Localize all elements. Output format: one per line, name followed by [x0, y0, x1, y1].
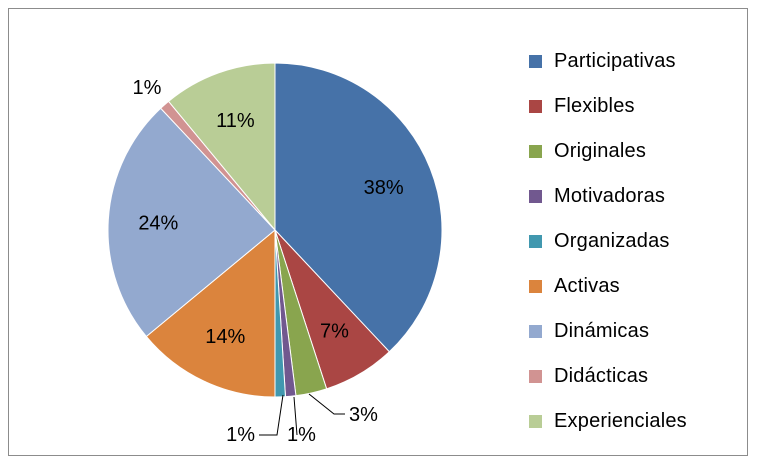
legend-item-originales: Originales: [529, 129, 687, 174]
legend-label: Motivadoras: [554, 185, 666, 207]
pie-slice-dinámicas: [107, 107, 276, 338]
leader-line-organizadas: [259, 394, 284, 436]
legend-item-motivadoras: Motivadoras: [529, 174, 687, 219]
legend-swatch: [529, 100, 542, 113]
leader-line-originales: [308, 393, 345, 415]
pie-slice-activas: [145, 228, 276, 398]
legend-item-dinámicas: Dinámicas: [529, 309, 687, 354]
data-label-dinámicas: 24%: [138, 213, 178, 235]
legend: Participativas Flexibles Originales Motivad…: [529, 39, 687, 444]
data-label-participativas: 38%: [364, 177, 404, 199]
legend-swatch: [529, 325, 542, 338]
legend-label: Didácticas: [554, 365, 649, 387]
legend-label: Participativas: [554, 50, 676, 72]
legend-item-activas: Activas: [529, 264, 687, 309]
legend-item-organizadas: Organizadas: [529, 219, 687, 264]
legend-swatch: [529, 235, 542, 248]
data-label-flexibles: 7%: [320, 321, 349, 343]
legend-swatch: [529, 280, 542, 293]
data-label-experienciales: 11%: [216, 110, 255, 132]
legend-item-didácticas: Didácticas: [529, 354, 687, 399]
data-label-didácticas: 1%: [133, 77, 162, 99]
legend-swatch: [529, 145, 542, 158]
pie-slice-experienciales: [167, 62, 276, 232]
data-label-motivadoras: 1%: [287, 424, 316, 446]
pie-slice-participativas: [274, 62, 443, 353]
legend-swatch: [529, 55, 542, 68]
chart-frame: 38% 7% 3% 1% 1% 14% 24% 1% 11% Participativas Fle…: [8, 8, 748, 456]
legend-item-experienciales: Experienciales: [529, 399, 687, 444]
legend-label: Experienciales: [554, 410, 687, 432]
legend-label: Originales: [554, 140, 647, 162]
legend-swatch: [529, 190, 542, 203]
legend-item-flexibles: Flexibles: [529, 84, 687, 129]
data-label-originales: 3%: [349, 404, 378, 426]
data-label-activas: 14%: [205, 326, 245, 348]
legend-swatch: [529, 415, 542, 428]
legend-item-participativas: Participativas: [529, 39, 687, 84]
pie-chart: 38% 7% 3% 1% 1% 14% 24% 1% 11%: [107, 62, 443, 446]
legend-swatch: [529, 370, 542, 383]
leader-line-motivadoras: [293, 396, 298, 436]
data-label-organizadas: 1%: [226, 424, 255, 446]
legend-label: Flexibles: [554, 95, 635, 117]
legend-label: Dinámicas: [554, 320, 650, 342]
legend-label: Activas: [554, 275, 620, 297]
legend-label: Organizadas: [554, 230, 670, 252]
